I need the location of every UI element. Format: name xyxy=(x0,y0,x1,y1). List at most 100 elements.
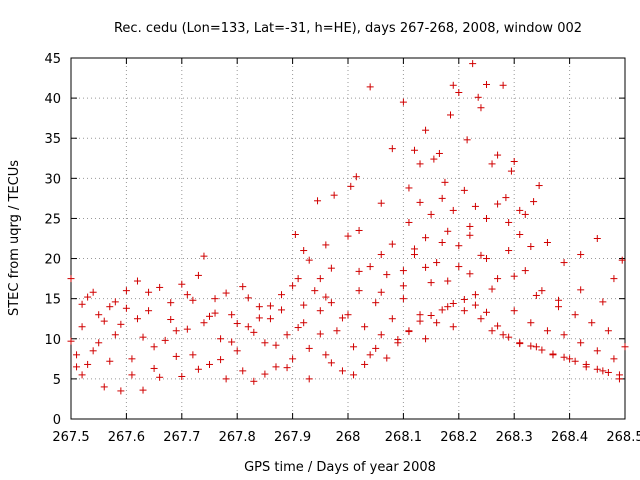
data-point xyxy=(89,347,97,355)
data-point xyxy=(444,227,452,235)
data-point xyxy=(466,222,474,230)
data-point xyxy=(239,367,247,375)
data-point xyxy=(73,351,81,359)
data-point xyxy=(272,341,280,349)
y-axis-label: STEC from uqrg / TECUs xyxy=(7,160,22,316)
data-point xyxy=(449,206,457,214)
data-point xyxy=(527,243,535,251)
data-point xyxy=(521,210,529,218)
data-point xyxy=(361,360,369,368)
data-point xyxy=(377,288,385,296)
data-point xyxy=(278,306,286,314)
data-point xyxy=(261,370,269,378)
data-point xyxy=(422,126,430,134)
data-point xyxy=(483,308,490,316)
x-tick-label: 267.8 xyxy=(219,430,256,445)
data-point xyxy=(84,360,92,368)
data-point xyxy=(532,343,540,351)
data-point xyxy=(477,315,485,323)
data-point xyxy=(399,282,407,290)
data-point xyxy=(510,307,518,315)
data-point xyxy=(474,93,482,101)
data-point xyxy=(327,299,335,307)
data-point xyxy=(560,259,568,267)
data-point xyxy=(471,291,479,299)
data-point xyxy=(352,173,360,181)
data-point xyxy=(483,214,490,222)
data-point xyxy=(73,363,81,371)
data-point xyxy=(355,267,363,275)
data-point xyxy=(244,294,252,302)
data-point xyxy=(377,199,385,207)
data-point xyxy=(278,291,286,299)
data-point xyxy=(560,331,568,339)
y-tick-label: 15 xyxy=(44,293,61,308)
data-point xyxy=(610,355,618,363)
data-point xyxy=(505,247,513,255)
data-point xyxy=(322,293,330,301)
data-point xyxy=(350,343,358,351)
data-point xyxy=(466,231,474,239)
data-point xyxy=(466,270,474,278)
data-point xyxy=(106,303,114,311)
y-tick-label: 25 xyxy=(44,212,61,227)
data-point xyxy=(344,311,352,319)
data-point xyxy=(388,145,396,153)
data-point xyxy=(316,307,324,315)
data-point xyxy=(189,351,197,359)
data-point xyxy=(100,383,108,391)
data-point xyxy=(206,360,213,368)
data-point xyxy=(444,277,452,285)
data-point xyxy=(261,339,269,347)
data-point xyxy=(455,88,463,96)
data-point xyxy=(322,241,330,249)
x-tick-label: 268.1 xyxy=(385,430,422,445)
data-point xyxy=(89,288,97,296)
data-point xyxy=(488,285,496,293)
data-point xyxy=(372,344,380,352)
data-point xyxy=(366,351,374,359)
data-point xyxy=(217,335,225,343)
data-point xyxy=(78,300,86,308)
y-tick-label: 0 xyxy=(53,413,61,428)
data-point xyxy=(172,327,180,335)
data-point xyxy=(250,328,258,336)
x-tick-label: 267.5 xyxy=(52,430,89,445)
data-point xyxy=(95,311,103,319)
data-point xyxy=(399,295,407,303)
data-point xyxy=(167,316,175,324)
data-point xyxy=(535,182,543,190)
data-point xyxy=(183,325,191,333)
data-point xyxy=(433,259,441,267)
data-point xyxy=(427,312,435,320)
data-point xyxy=(446,111,454,119)
data-point xyxy=(599,298,607,306)
data-point xyxy=(604,368,612,376)
data-point xyxy=(322,351,330,359)
data-point xyxy=(67,275,75,283)
data-point xyxy=(566,355,574,363)
data-point xyxy=(305,256,313,264)
data-point xyxy=(106,357,114,365)
data-point xyxy=(211,295,219,303)
data-point xyxy=(399,98,407,106)
data-point xyxy=(483,80,490,88)
data-point xyxy=(211,309,219,317)
data-point xyxy=(266,302,274,310)
data-point xyxy=(128,371,136,379)
data-point xyxy=(502,194,510,202)
data-point xyxy=(372,299,380,307)
y-tick-label: 35 xyxy=(44,132,61,147)
data-point xyxy=(444,303,452,311)
data-point xyxy=(156,283,164,291)
data-point xyxy=(394,336,402,344)
data-point xyxy=(167,299,175,307)
y-tick-label: 5 xyxy=(53,373,61,388)
x-tick-label: 267.7 xyxy=(163,430,200,445)
data-point xyxy=(338,367,346,375)
data-point xyxy=(145,307,153,315)
data-point xyxy=(422,263,430,271)
data-point xyxy=(128,355,136,363)
data-point xyxy=(460,186,468,194)
